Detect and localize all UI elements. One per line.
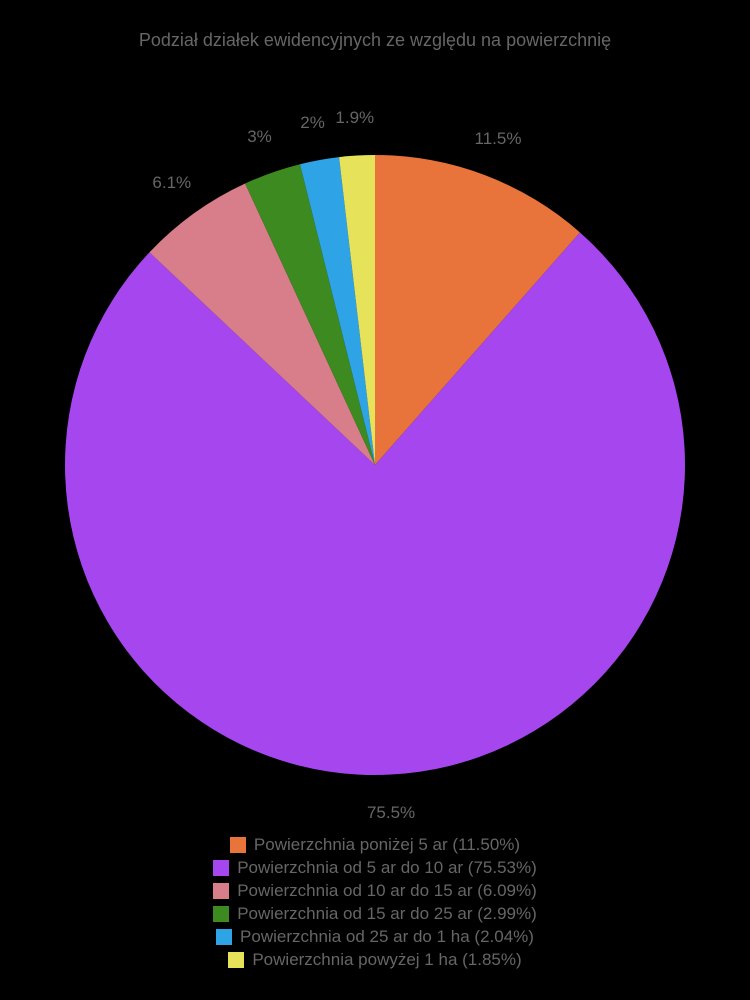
legend-item: Powierzchnia od 5 ar do 10 ar (75.53%) <box>213 858 537 878</box>
legend-label: Powierzchnia od 25 ar do 1 ha (2.04%) <box>240 927 534 947</box>
slice-label: 11.5% <box>475 129 522 149</box>
legend-swatch <box>216 929 232 945</box>
legend-item: Powierzchnia od 10 ar do 15 ar (6.09%) <box>213 881 537 901</box>
legend-swatch <box>230 837 246 853</box>
legend-swatch <box>213 883 229 899</box>
legend-swatch <box>228 952 244 968</box>
legend-label: Powierzchnia powyżej 1 ha (1.85%) <box>252 950 521 970</box>
slice-label: 3% <box>247 127 272 147</box>
legend-swatch <box>213 860 229 876</box>
chart-container: Podział działek ewidencyjnych ze względu… <box>0 0 750 1000</box>
legend-swatch <box>213 906 229 922</box>
slice-label: 75.5% <box>367 803 415 823</box>
slice-label: 1.9% <box>335 108 374 128</box>
pie-chart: 11.5% 75.5% 6.1% 3% 2% 1.9% <box>0 60 750 840</box>
legend-label: Powierzchnia od 10 ar do 15 ar (6.09%) <box>237 881 537 901</box>
legend-item: Powierzchnia od 25 ar do 1 ha (2.04%) <box>216 927 534 947</box>
legend-label: Powierzchnia poniżej 5 ar (11.50%) <box>254 835 520 855</box>
legend: Powierzchnia poniżej 5 ar (11.50%) Powier… <box>0 835 750 970</box>
legend-label: Powierzchnia od 5 ar do 10 ar (75.53%) <box>237 858 537 878</box>
slice-label: 2% <box>300 113 325 133</box>
legend-label: Powierzchnia od 15 ar do 25 ar (2.99%) <box>237 904 537 924</box>
pie-svg <box>0 60 750 840</box>
legend-item: Powierzchnia powyżej 1 ha (1.85%) <box>228 950 521 970</box>
legend-item: Powierzchnia poniżej 5 ar (11.50%) <box>230 835 520 855</box>
slice-label: 6.1% <box>152 173 191 193</box>
chart-title: Podział działek ewidencyjnych ze względu… <box>0 30 750 51</box>
legend-item: Powierzchnia od 15 ar do 25 ar (2.99%) <box>213 904 537 924</box>
